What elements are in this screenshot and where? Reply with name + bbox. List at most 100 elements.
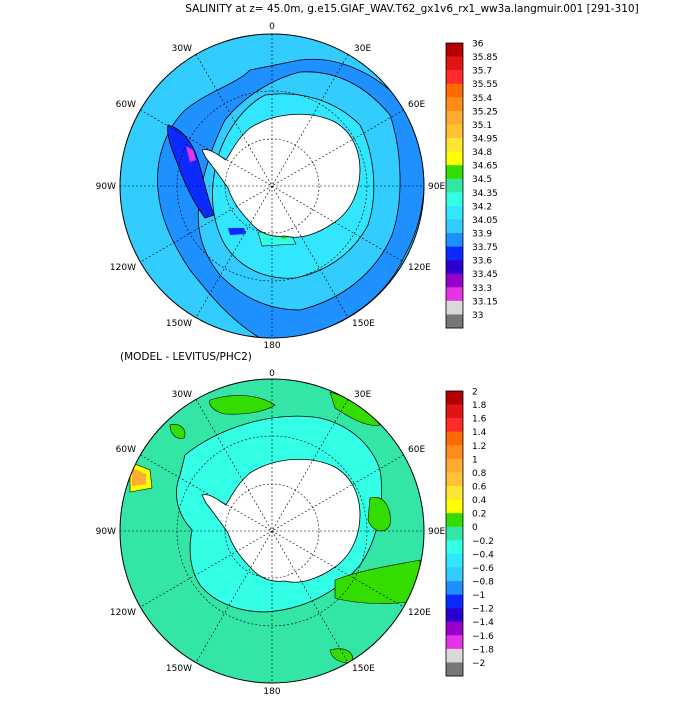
bottom-colorbar-label: −0.2 [472, 537, 494, 547]
top-graticule [120, 34, 424, 338]
top-low-patch [167, 124, 215, 219]
bottom-lon-90e: 90E [428, 527, 445, 537]
bottom-colorbar-swatch [446, 662, 463, 677]
top-colorbar-label: 35.25 [472, 107, 498, 117]
bottom-colorbar-swatch [446, 581, 463, 595]
bottom-colorbar: 2 1.8 1.6 1.4 1.2 1 0.8 0.6 0.4 0.2 0 −0.2 −0.4 −0.6 −… [445, 388, 494, 677]
top-colorbar-label: 33.45 [472, 270, 498, 280]
top-lon-120e: 120E [408, 263, 431, 273]
bottom-colorbar-swatch [446, 526, 463, 541]
bottom-lon-60e: 60E [408, 445, 425, 455]
top-lon-30w: 30W [172, 44, 192, 54]
top-title: SALINITY at z= 45.0m, g.e15.GIAF_WAV.T62… [185, 3, 638, 15]
top-colorbar-label: 35.7 [472, 67, 492, 77]
bottom-lon-120w: 120W [110, 608, 136, 618]
top-lon-60e: 60E [408, 100, 425, 110]
bottom-colorbar-label: −0.8 [472, 578, 494, 588]
bottom-lon-150e: 150E [352, 664, 375, 674]
bottom-colorbar-swatch [446, 567, 463, 582]
top-colorbar-label: 35.85 [472, 53, 498, 63]
top-colorbar-swatch [446, 83, 463, 98]
bottom-colorbar-label: 0.8 [472, 469, 487, 479]
top-colorbar-swatch [446, 124, 463, 139]
top-colorbar-swatch [446, 165, 463, 180]
top-colorbar-swatch [446, 314, 463, 329]
bottom-colorbar-label: −2 [472, 659, 485, 669]
top-colorbar-swatch [446, 151, 463, 166]
top-antarctica [201, 113, 361, 238]
bottom-colorbar-label: 0.6 [472, 483, 487, 493]
top-map [120, 34, 424, 338]
top-colorbar-swatch [446, 192, 463, 207]
bottom-lon-180: 180 [263, 687, 280, 697]
top-colorbar-swatch [446, 138, 463, 152]
bottom-green-patch-3 [169, 424, 186, 439]
top-colorbar-label: 35.55 [472, 80, 498, 90]
top-lon-150w: 150W [166, 319, 192, 329]
bottom-colorbar-label: −1.8 [472, 645, 494, 655]
bottom-colorbar-label: 1.2 [472, 442, 486, 452]
bottom-lon-labels: 0 30E 60E 90E 120E 150E 180 150W 120W 90… [96, 369, 446, 697]
bottom-map-border [119, 378, 425, 684]
top-colorbar-label: 33.3 [472, 284, 492, 294]
top-colorbar-label: 35.4 [472, 94, 492, 104]
bottom-lon-30e: 30E [354, 390, 371, 400]
bottom-colorbar-swatch [446, 648, 463, 663]
top-colorbar-swatch [446, 56, 463, 71]
bottom-colorbar-swatch [446, 594, 463, 609]
bottom-colorbar-swatch [446, 635, 463, 650]
bottom-colorbar-swatch [446, 553, 463, 568]
top-lon-0: 0 [269, 22, 275, 32]
bottom-antarctica [201, 458, 361, 583]
top-colorbar-label: 33.15 [472, 297, 498, 307]
top-colorbar-swatch [446, 300, 463, 315]
top-colorbar-label: 35.1 [472, 121, 492, 131]
top-lon-180: 180 [263, 341, 280, 351]
top-lon-150e: 150E [352, 319, 375, 329]
top-colorbar: 36 35.85 35.7 35.55 35.4 35.25 35.1 34.95 34.8 34… [445, 40, 498, 329]
top-colorbar-swatch [446, 178, 463, 193]
top-colorbar-label: 34.35 [472, 189, 498, 199]
top-map-border [119, 33, 425, 339]
bottom-lon-90w: 90W [96, 527, 116, 537]
top-colorbar-label: 34.2 [472, 202, 492, 212]
bottom-colorbar-label: 1.8 [472, 401, 487, 411]
top-lon-30e: 30E [354, 44, 371, 54]
bottom-green-patch-1 [209, 395, 276, 415]
top-lon-120w: 120W [110, 263, 136, 273]
bottom-colorbar-label: 0.2 [472, 510, 486, 520]
top-colorbar-label: 34.65 [472, 162, 498, 172]
bottom-map [120, 379, 424, 683]
bottom-colorbar-label: −1.6 [472, 632, 494, 642]
bottom-colorbar-swatch [446, 445, 463, 460]
bottom-colorbar-label: −1 [472, 591, 485, 601]
top-colorbar-label: 34.05 [472, 216, 498, 226]
bottom-colorbar-swatch [446, 458, 463, 473]
top-colorbar-swatch [446, 97, 463, 112]
bottom-colorbar-swatch [446, 540, 463, 555]
bottom-colorbar-label: 0.4 [472, 496, 487, 506]
bottom-colorbar-label: 2 [472, 388, 478, 398]
top-colorbar-swatch [446, 70, 463, 85]
bottom-colorbar-label: 1.6 [472, 415, 487, 425]
bottom-colorbar-swatch [446, 513, 463, 528]
bottom-colorbar-swatch [446, 608, 463, 623]
bottom-orange-patch [132, 468, 146, 486]
bottom-colorbar-label: −1.2 [472, 605, 494, 615]
bottom-lon-0: 0 [269, 369, 275, 379]
bottom-colorbar-label: 1.4 [472, 428, 487, 438]
bottom-title: (MODEL - LEVITUS/PHC2) [120, 351, 252, 363]
bottom-colorbar-swatch [446, 621, 463, 636]
top-low-patch-2 [228, 228, 246, 235]
bottom-colorbar-swatch [446, 486, 463, 500]
bottom-green-patch-4 [367, 497, 391, 532]
bottom-colorbar-swatch [446, 404, 463, 419]
bottom-lon-60w: 60W [116, 445, 136, 455]
bottom-lon-120e: 120E [408, 608, 431, 618]
bottom-colorbar-label: −0.6 [472, 564, 494, 574]
bottom-graticule [120, 379, 424, 683]
bottom-colorbar-label: −1.4 [472, 618, 494, 628]
top-colorbar-label: 34.95 [472, 135, 498, 145]
top-colorbar-frame [445, 42, 464, 329]
